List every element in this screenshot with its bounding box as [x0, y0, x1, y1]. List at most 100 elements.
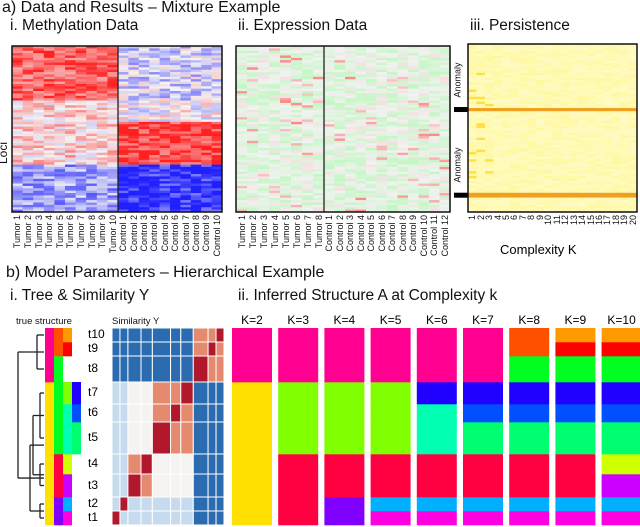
methylation-cell — [65, 81, 76, 85]
persistence-cell — [527, 135, 536, 138]
methylation-cell — [128, 74, 140, 78]
expression-cell — [429, 124, 440, 127]
persistence-cell — [518, 183, 528, 186]
methylation-cell — [96, 93, 108, 97]
persistence-cell — [468, 87, 477, 90]
methylation-cell — [33, 155, 45, 158]
methylation-cell — [138, 50, 150, 54]
methylation-cell — [201, 98, 212, 101]
methylation-cell — [170, 185, 181, 189]
methylation-cell — [43, 124, 55, 127]
persistence-cell — [611, 149, 621, 153]
expression-cell — [313, 76, 325, 80]
persistence-cell — [518, 140, 528, 143]
persistence-cell — [577, 116, 587, 119]
persistence-cell — [527, 60, 536, 64]
persistence-cell — [535, 77, 545, 81]
expression-cell — [397, 197, 409, 201]
methylation-cell — [211, 162, 223, 165]
persistence-cell — [603, 166, 612, 170]
methylation-tick-label: Tumor 7 — [75, 215, 86, 249]
similarity-cell — [207, 421, 217, 455]
expression-cell — [302, 195, 314, 199]
expression-cell — [355, 119, 367, 123]
expression-cell — [439, 162, 451, 165]
persistence-cell — [594, 140, 604, 143]
expression-cell — [280, 202, 292, 206]
methylation-cell — [107, 133, 119, 137]
expression-cell — [324, 166, 335, 170]
expression-cell — [376, 124, 388, 127]
methylation-cell — [22, 202, 34, 206]
methylation-cell — [12, 121, 23, 125]
methylation-cell — [211, 48, 223, 52]
methylation-cell — [65, 83, 76, 87]
persistence-cell — [501, 80, 511, 83]
expression-cell — [376, 119, 388, 123]
persistence-cell — [544, 164, 553, 167]
methylation-cell — [12, 91, 23, 94]
expression-cell — [376, 143, 388, 146]
persistence-cell — [484, 144, 494, 148]
persistence-cell — [493, 209, 503, 213]
methylation-cell — [43, 155, 55, 158]
similarity-cell — [170, 496, 182, 512]
persistence-cell — [603, 120, 612, 124]
expression-cell — [269, 62, 281, 66]
persistence-cell — [527, 140, 536, 143]
methylation-cell — [65, 162, 76, 165]
persistence-cell — [552, 176, 562, 179]
persistence-cell — [552, 197, 562, 201]
expression-cell — [429, 62, 440, 66]
methylation-cell — [211, 195, 223, 199]
methylation-cell — [107, 91, 119, 94]
expression-cell — [269, 145, 281, 149]
persistence-cell — [527, 99, 536, 102]
expression-cell — [302, 46, 314, 49]
persistence-cell — [527, 142, 536, 146]
persistence-cell — [468, 197, 477, 201]
persistence-cell — [468, 168, 477, 172]
persistence-cell — [501, 188, 511, 191]
expression-cell — [439, 50, 451, 54]
expression-cell — [429, 207, 440, 210]
expression-cell — [408, 200, 419, 203]
methylation-cell — [65, 138, 76, 142]
persistence-cell — [611, 156, 621, 160]
row-label: t9 — [88, 341, 99, 355]
methylation-cell — [211, 147, 223, 151]
persistence-cell — [552, 188, 562, 191]
methylation-cell — [107, 166, 119, 170]
expression-cell — [324, 81, 335, 85]
methylation-frame — [11, 45, 223, 213]
methylation-cell — [96, 48, 108, 52]
methylation-cell — [180, 169, 192, 172]
persistence-cell — [484, 204, 494, 208]
methylation-cell — [54, 107, 66, 111]
methylation-cell — [170, 117, 181, 120]
expression-cell — [418, 86, 430, 89]
expression-cell — [366, 67, 377, 71]
persistence-cell — [569, 188, 579, 191]
methylation-cell — [149, 140, 160, 144]
persistence-cell — [552, 173, 562, 177]
methylation-cell — [118, 185, 129, 189]
expression-cell — [418, 157, 430, 161]
persistence-cell — [577, 89, 587, 93]
expression-cell — [334, 93, 346, 97]
persistence-cell — [527, 128, 536, 131]
methylation-cell — [22, 193, 34, 196]
methylation-cell — [54, 159, 66, 163]
persistence-cell — [586, 209, 596, 213]
expression-cell — [387, 185, 398, 189]
expression-cell — [302, 131, 314, 135]
expression-cell — [439, 159, 451, 163]
persistence-cell — [518, 82, 528, 86]
persistence-cell — [628, 185, 638, 189]
persistence-cell — [560, 46, 570, 50]
expression-cell — [236, 185, 248, 189]
methylation-cell — [65, 98, 76, 101]
expression-cell — [439, 112, 451, 116]
methylation-cell — [33, 197, 45, 201]
expression-cell — [418, 209, 430, 213]
